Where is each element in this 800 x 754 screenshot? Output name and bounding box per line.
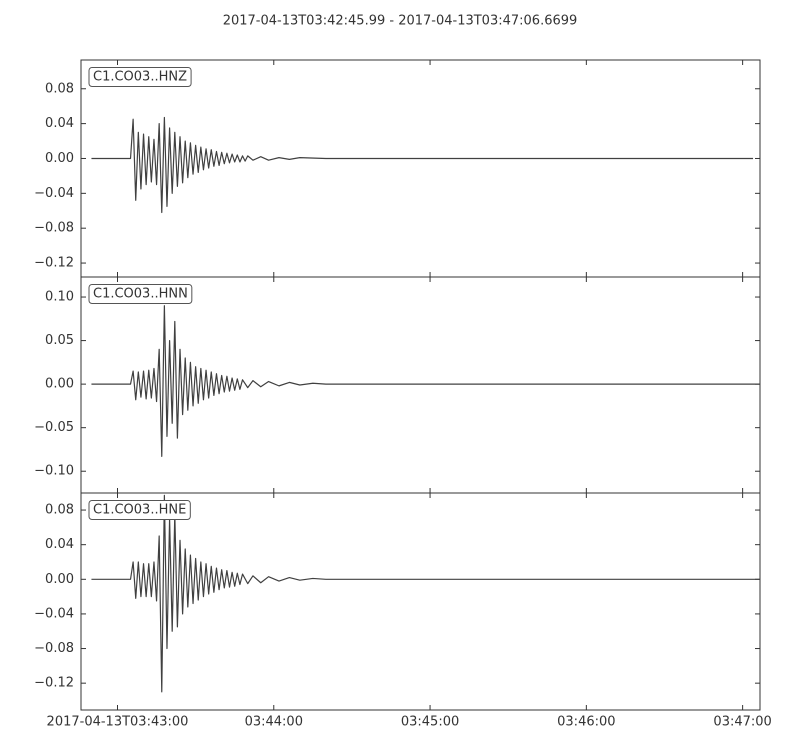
y-tick-label: −0.08 <box>34 221 74 236</box>
trace-label: C1.CO03..HNE <box>93 503 186 518</box>
chart-title: 2017-04-13T03:42:45.99 - 2017-04-13T03:4… <box>223 14 578 29</box>
x-tick-label: 03:46:00 <box>557 715 615 730</box>
y-tick-label: 0.08 <box>45 503 74 518</box>
panel-frame <box>80 59 761 278</box>
y-tick-label: −0.04 <box>34 606 74 621</box>
y-tick-label: 0.08 <box>45 81 74 96</box>
x-tick-label: 03:45:00 <box>401 715 459 730</box>
x-tick-label: 03:44:00 <box>245 715 303 730</box>
trace-label: C1.CO03..HNZ <box>93 70 187 85</box>
trace <box>91 494 760 693</box>
y-tick-label: 0.04 <box>45 116 74 131</box>
x-tick-label: 03:47:00 <box>713 715 771 730</box>
y-tick-label: −0.12 <box>34 256 74 271</box>
x-tick-label: 2017-04-13T03:43:00 <box>47 715 189 730</box>
panel-frame <box>80 276 761 494</box>
y-tick-label: 0.05 <box>45 333 74 348</box>
trace <box>91 305 760 458</box>
y-tick-label: −0.05 <box>34 420 74 435</box>
y-tick-label: 0.00 <box>45 151 74 166</box>
trace-label-box <box>88 500 191 520</box>
y-tick-label: −0.10 <box>34 464 74 479</box>
y-tick-label: −0.04 <box>34 186 74 201</box>
y-tick-label: −0.08 <box>34 641 74 656</box>
y-tick-label: −0.12 <box>34 676 74 691</box>
y-tick-label: 0.04 <box>45 537 74 552</box>
trace-label-box <box>88 67 192 87</box>
y-tick-label: 0.00 <box>45 377 74 392</box>
trace-label: C1.CO03..HNN <box>93 287 188 302</box>
trace-label-box <box>88 284 193 304</box>
panel-frame <box>80 492 761 711</box>
trace <box>91 116 754 214</box>
y-tick-label: 0.00 <box>45 572 74 587</box>
y-tick-label: 0.10 <box>45 290 74 305</box>
